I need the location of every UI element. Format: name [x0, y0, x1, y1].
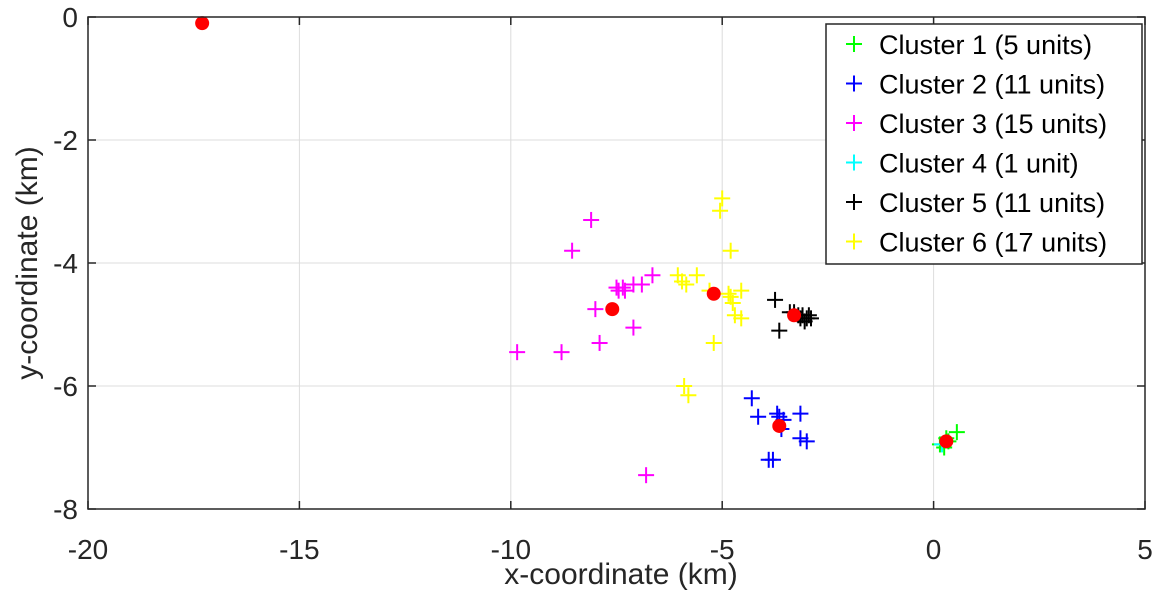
- legend-label: Cluster 5 (11 units): [879, 188, 1105, 218]
- cluster-3-point: [644, 267, 661, 284]
- cluster-3-point: [625, 276, 642, 293]
- legend[interactable]: Cluster 1 (5 units) Cluster 2 (11 units) C…: [825, 23, 1143, 265]
- y-tick-label: -2: [53, 125, 78, 156]
- cluster-6-point: [705, 334, 722, 351]
- cluster-6-point: [722, 242, 739, 259]
- cluster-6-point: [688, 267, 705, 284]
- legend-item-cluster-4[interactable]: Cluster 4 (1 unit): [846, 149, 1079, 179]
- centroid-point: [772, 418, 787, 433]
- x-tick-label: 0: [926, 534, 942, 565]
- centroid-points: [195, 16, 954, 449]
- x-tick-label: 5: [1137, 534, 1153, 565]
- legend-label: Cluster 4 (1 unit): [879, 149, 1079, 179]
- legend-item-cluster-3[interactable]: Cluster 3 (15 units): [846, 109, 1107, 139]
- cluster-6-point: [712, 202, 729, 219]
- centroid-point: [195, 16, 210, 31]
- cluster-6-point: [678, 276, 695, 293]
- cluster-6-point: [724, 294, 741, 311]
- legend-label: Cluster 1 (5 units): [879, 30, 1092, 60]
- centroid-point: [787, 308, 802, 323]
- cluster-3-point: [608, 279, 625, 296]
- cluster-2-point: [750, 408, 767, 425]
- legend-item-cluster-5[interactable]: Cluster 5 (11 units): [846, 188, 1105, 218]
- cluster-6-point: [720, 285, 737, 302]
- cluster-3-point: [625, 319, 642, 336]
- cluster-6-point: [680, 387, 697, 404]
- cluster-3-point: [638, 467, 655, 484]
- cluster-2-point: [743, 390, 760, 407]
- legend-label: Cluster 2 (11 units): [879, 70, 1105, 100]
- cluster-2-point: [792, 405, 809, 422]
- legend-item-cluster-6[interactable]: Cluster 6 (17 units): [846, 228, 1107, 258]
- cluster-3-point: [591, 334, 608, 351]
- cluster-1-point: [948, 424, 965, 441]
- cluster-6-point: [733, 310, 750, 327]
- cluster-6-point: [714, 190, 731, 207]
- axis-ticks: -20 -15 -10 -5 0 5 0 -2 -4 -6 -8: [53, 2, 1153, 565]
- cluster-5-point: [798, 310, 815, 327]
- cluster-6-point: [676, 378, 693, 394]
- legend-item-cluster-1[interactable]: Cluster 1 (5 units): [846, 30, 1092, 60]
- cluster-2-point: [798, 433, 815, 450]
- cluster-6-point: [726, 307, 743, 324]
- y-tick-label: -8: [53, 494, 78, 525]
- x-tick-label: -20: [68, 534, 108, 565]
- y-axis-label: y-coordinate (km): [11, 146, 44, 379]
- cluster-3-point: [616, 282, 633, 299]
- x-axis-label: x-coordinate (km): [504, 558, 737, 591]
- cluster-6-point: [674, 273, 691, 290]
- y-tick-label: -6: [53, 371, 78, 402]
- centroid-point: [706, 286, 721, 301]
- cluster-2-point: [792, 430, 809, 447]
- legend-label: Cluster 6 (17 units): [879, 228, 1107, 258]
- cluster-6-point: [733, 282, 750, 299]
- cluster-5-point: [767, 291, 784, 308]
- cluster-3-point: [583, 211, 600, 228]
- legend-item-cluster-2[interactable]: Cluster 2 (11 units): [846, 70, 1105, 100]
- cluster-3-point: [564, 242, 581, 259]
- legend-box: [825, 23, 1143, 265]
- y-tick-label: 0: [62, 2, 78, 33]
- cluster-3-point: [587, 301, 604, 318]
- legend-label: Cluster 3 (15 units): [879, 109, 1107, 139]
- cluster-2-point: [764, 451, 781, 468]
- x-tick-label: -10: [491, 534, 531, 565]
- x-tick-label: -15: [279, 534, 319, 565]
- centroid-point: [939, 434, 954, 449]
- y-tick-label: -4: [53, 248, 78, 279]
- cluster-3-point: [553, 344, 570, 361]
- cluster-5-point: [771, 322, 788, 339]
- cluster-3-point: [509, 344, 526, 361]
- x-tick-label: -5: [710, 534, 735, 565]
- centroid-point: [605, 302, 620, 317]
